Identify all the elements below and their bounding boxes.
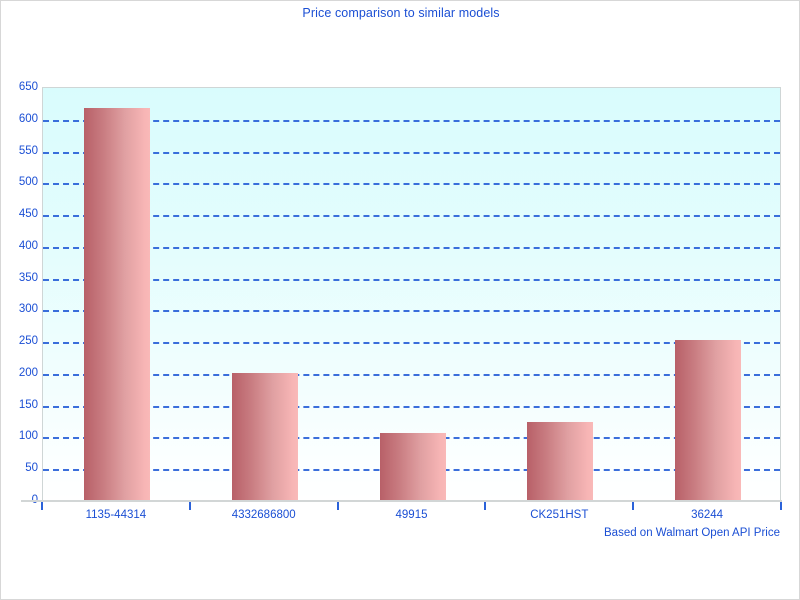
x-tick-label: 4332686800: [231, 509, 296, 521]
y-tick-label: 300: [18, 303, 38, 316]
bar: [527, 421, 594, 500]
gridline: [43, 215, 780, 218]
y-axis-line: [42, 87, 43, 501]
y-tick-label: 400: [18, 239, 38, 252]
y-tick-label: 500: [18, 176, 38, 189]
gridline: [43, 119, 780, 122]
gridline: [43, 151, 780, 154]
y-tick-label: 50: [25, 462, 38, 475]
gridline: [43, 342, 780, 345]
x-tick: [41, 502, 43, 510]
y-tick-label: 350: [18, 271, 38, 284]
bar: [675, 339, 742, 500]
y-tick-label: 550: [18, 144, 38, 157]
y-tick-label: 600: [18, 112, 38, 125]
x-axis-line: [21, 500, 782, 502]
y-tick-label: 250: [18, 335, 38, 348]
gridline: [43, 405, 780, 408]
y-tick-label: 200: [18, 366, 38, 379]
y-axis-tick-labels: 650600550500450400350300250200150100500: [1, 1, 38, 599]
bar: [231, 372, 298, 500]
gridline: [43, 278, 780, 281]
y-tick-label: 450: [18, 208, 38, 221]
chart-title: Price comparison to similar models: [302, 6, 500, 20]
gridline: [43, 310, 780, 313]
x-tick: [780, 502, 782, 510]
x-tick: [188, 502, 191, 510]
x-tick-label: 1135-44314: [85, 509, 147, 521]
gridline: [43, 183, 780, 186]
gridline: [43, 373, 780, 376]
x-tick: [336, 502, 339, 510]
bar: [379, 433, 446, 500]
y-tick-label: 100: [18, 430, 38, 443]
x-tick-label: 36244: [691, 509, 724, 521]
x-tick-label: 49915: [395, 509, 428, 521]
x-tick: [632, 502, 635, 510]
gridline: [43, 246, 780, 249]
footer-note: Based on Walmart Open API Price: [604, 527, 780, 539]
y-tick-label: 650: [18, 81, 38, 93]
x-tick: [484, 502, 487, 510]
bar: [83, 107, 150, 500]
y-tick-label: 150: [18, 398, 38, 411]
x-tick-label: CK251HST: [530, 509, 589, 521]
plot-area: [42, 87, 781, 500]
